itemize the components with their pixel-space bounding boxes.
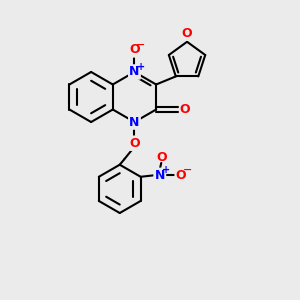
Text: O: O [129,137,140,150]
Text: O: O [129,44,140,56]
Text: −: − [136,40,146,50]
Text: +: + [162,165,170,175]
Text: N: N [129,116,140,128]
Text: +: + [137,62,145,72]
Text: O: O [176,169,186,182]
Text: N: N [129,65,140,79]
Text: O: O [156,151,166,164]
Text: N: N [154,169,165,182]
Text: O: O [180,103,190,116]
Text: −: − [183,165,192,175]
Text: O: O [182,27,192,40]
